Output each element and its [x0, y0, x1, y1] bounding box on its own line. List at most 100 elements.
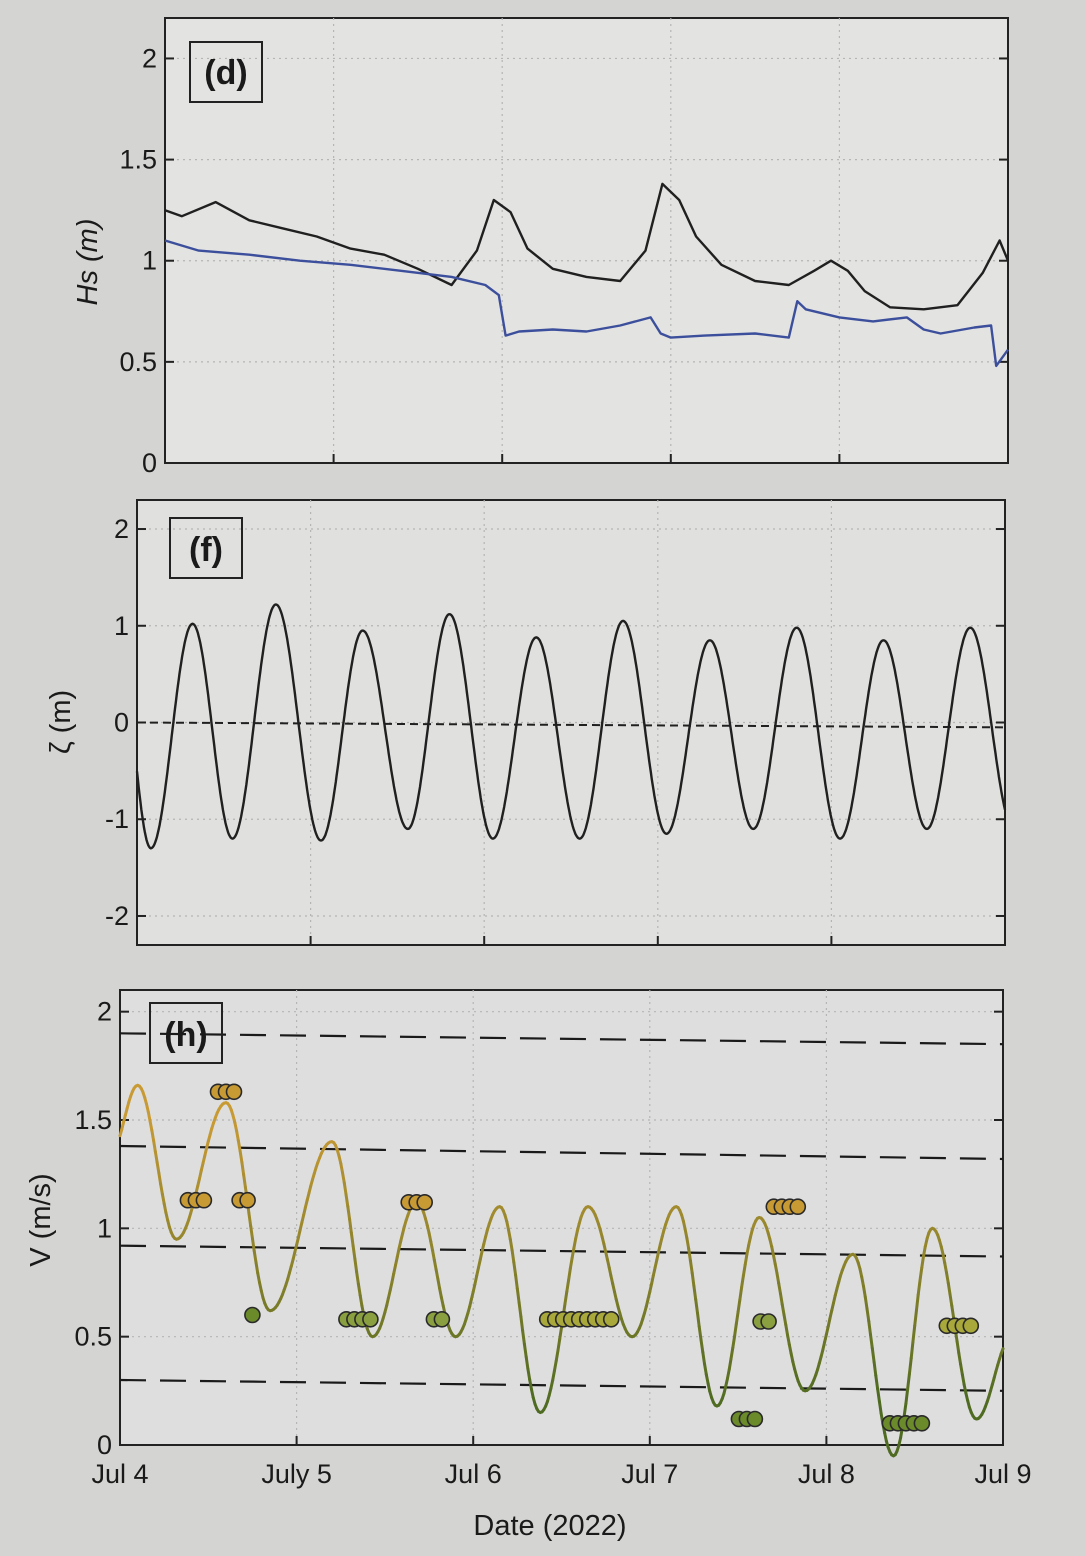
panel-d-series: [164, 182, 1010, 368]
velocity-segment: [694, 1298, 699, 1315]
ytick-label: 2: [142, 43, 157, 73]
velocity-segment: [238, 1149, 244, 1164]
velocity-segment: [690, 1271, 696, 1288]
velocity-segment: [697, 1325, 703, 1342]
velocity-segment: [358, 1293, 364, 1308]
velocity-segment: [356, 1282, 362, 1297]
threshold-line-1: [119, 1144, 1004, 1161]
velocity-segment: [771, 1253, 777, 1266]
velocity-segment: [159, 1182, 164, 1196]
velocity-segment: [160, 1192, 166, 1206]
ytick-label: 2: [97, 997, 112, 1027]
velocity-segment: [339, 1162, 344, 1175]
velocity-segment: [242, 1173, 247, 1189]
velocity-segment: [787, 1342, 793, 1355]
velocity-segment: [915, 1293, 920, 1312]
velocity-segment: [860, 1275, 865, 1288]
event-marker: [789, 1198, 807, 1215]
panel-h: 00.511.52 Jul 4 July 5 Jul 6 Jul 7 Jul 8 Jul …: [25, 989, 1032, 1542]
velocity-segment: [999, 1347, 1005, 1356]
velocity-segment: [148, 1119, 154, 1132]
velocity-segment: [960, 1373, 966, 1386]
panel-h-grid: [120, 990, 1003, 1445]
velocity-segment: [552, 1359, 558, 1373]
velocity-segment: [153, 1149, 159, 1164]
series-line-1: [164, 239, 1009, 368]
panel-f-label: (f): [189, 531, 223, 569]
velocity-segment: [551, 1369, 556, 1382]
panel-h-frame: [119, 989, 1004, 1446]
panel-h-label: (h): [164, 1016, 207, 1054]
velocity-segment: [508, 1237, 514, 1252]
panel-d-frame: [164, 17, 1009, 464]
tide-line: [135, 603, 1007, 850]
velocity-segment: [556, 1337, 562, 1352]
velocity-segment: [876, 1387, 881, 1403]
velocity-segment: [565, 1278, 571, 1294]
velocity-segment: [863, 1295, 869, 1311]
ytick-label: 0.5: [74, 1322, 112, 1352]
event-marker: [239, 1191, 256, 1209]
panel-h-xticks: Jul 4 July 5 Jul 6 Jul 7 Jul 8 Jul 9: [91, 1459, 1031, 1489]
panel-d-label-box: [189, 41, 263, 103]
velocity-segment: [157, 1171, 163, 1186]
velocity-segment: [734, 1310, 740, 1326]
velocity-segment: [563, 1290, 569, 1306]
event-marker: [913, 1415, 931, 1432]
velocity-segment: [514, 1273, 519, 1291]
velocity-segment: [247, 1211, 253, 1228]
xtick-label: Jul 7: [621, 1459, 678, 1489]
velocity-segment: [432, 1258, 438, 1271]
velocity-segment: [522, 1342, 528, 1359]
velocity-segment: [688, 1259, 694, 1275]
panel-h-series: [118, 1083, 1005, 1458]
velocity-segment: [348, 1217, 353, 1234]
velocity-segment: [150, 1128, 156, 1143]
velocity-segment: [521, 1329, 526, 1346]
velocity-segment: [904, 1387, 910, 1406]
ytick-label: 1: [114, 611, 129, 641]
velocity-segment: [572, 1237, 578, 1250]
event-marker: [602, 1311, 620, 1328]
velocity-segment: [870, 1346, 876, 1364]
velocity-segment: [696, 1311, 701, 1329]
velocity-segment: [704, 1372, 710, 1386]
velocity-segment: [959, 1362, 964, 1377]
velocity-segment: [699, 1338, 705, 1354]
panel-h-label-box: [149, 1002, 223, 1064]
ytick-label: 0: [114, 708, 129, 738]
panel-f: -2 -1 0 1 2 (f) ζ (m): [45, 499, 1007, 946]
velocity-segment: [782, 1313, 788, 1327]
velocity-segment: [862, 1284, 867, 1299]
xtick-label: Jul 9: [974, 1459, 1031, 1489]
velocity-segment: [683, 1227, 689, 1240]
velocity-segment: [517, 1301, 523, 1319]
velocity-segment: [351, 1244, 357, 1261]
velocity-segment: [727, 1357, 733, 1371]
velocity-segment: [558, 1326, 563, 1341]
velocity-segment: [524, 1355, 530, 1371]
velocity-segment: [346, 1205, 352, 1221]
velocity-segment: [874, 1374, 880, 1391]
velocity-segment: [743, 1252, 749, 1267]
velocity-segment: [777, 1281, 782, 1296]
velocity-segment: [869, 1333, 874, 1350]
velocity-segment: [512, 1260, 518, 1277]
velocity-segment: [528, 1378, 533, 1391]
velocity-segment: [872, 1360, 878, 1378]
velocity-segment: [526, 1367, 532, 1382]
velocity-segment: [507, 1228, 512, 1241]
velocity-segment: [902, 1402, 908, 1419]
velocity-segment: [784, 1323, 789, 1337]
event-marker: [225, 1083, 243, 1101]
threshold-line-3: [119, 1378, 1004, 1392]
velocity-segment: [731, 1334, 737, 1350]
xtick-label: Jul 4: [91, 1459, 148, 1489]
velocity-segment: [865, 1307, 871, 1323]
ytick-label: 1.5: [74, 1105, 112, 1135]
velocity-segment: [726, 1367, 731, 1380]
velocity-segment: [733, 1322, 738, 1338]
velocity-segment: [955, 1340, 961, 1355]
event-marker: [416, 1194, 434, 1211]
velocity-segment: [341, 1171, 346, 1185]
